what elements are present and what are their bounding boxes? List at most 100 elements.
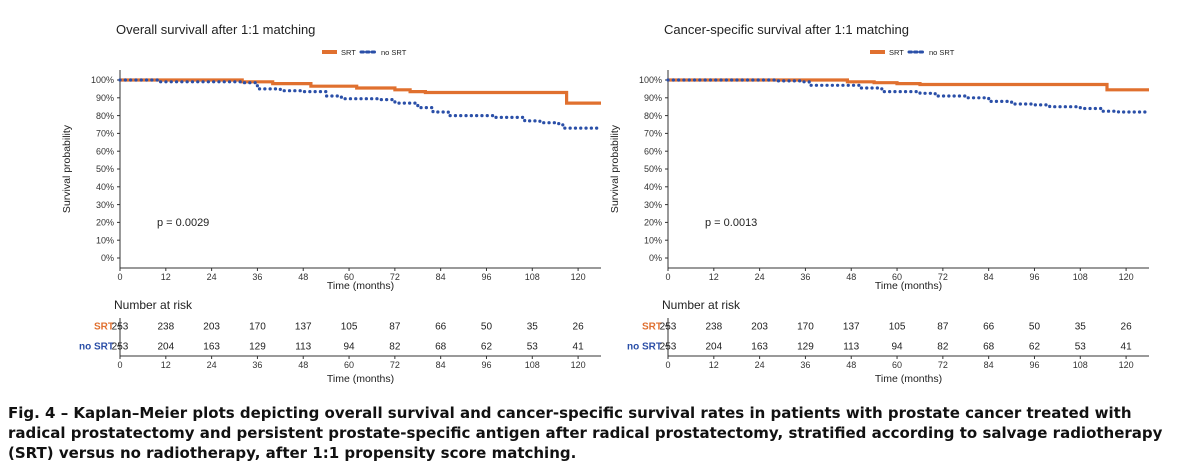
y-tick-label: 80% (644, 111, 662, 121)
y-tick-label: 100% (91, 75, 114, 85)
x-tick-label: 0 (665, 272, 670, 282)
risk-cell: 94 (343, 342, 355, 353)
x-axis-label: Time (months) (875, 280, 942, 292)
y-tick-label: 10% (96, 235, 114, 245)
risk-cell: 26 (1121, 322, 1133, 333)
risk-x-tick-label: 60 (892, 360, 902, 370)
y-tick-label: 90% (96, 93, 114, 103)
x-tick-label: 96 (481, 272, 491, 282)
y-tick-label: 0% (101, 253, 114, 263)
risk-x-tick-label: 12 (161, 360, 171, 370)
risk-cell: 253 (112, 322, 129, 333)
risk-cell: 137 (843, 322, 860, 333)
x-tick-label: 48 (846, 272, 856, 282)
risk-table-x-label: Time (months) (327, 373, 394, 385)
risk-cell: 26 (573, 322, 585, 333)
risk-cell: 68 (435, 342, 447, 353)
x-tick-label: 36 (252, 272, 262, 282)
y-axis-label: Survival probability (61, 124, 73, 213)
y-tick-label: 60% (644, 146, 662, 156)
risk-cell: 105 (341, 322, 358, 333)
risk-cell: 129 (249, 342, 266, 353)
x-tick-label: 108 (1073, 272, 1088, 282)
risk-cell: 35 (527, 322, 539, 333)
risk-x-tick-label: 0 (665, 360, 670, 370)
y-tick-label: 30% (644, 200, 662, 210)
x-tick-label: 36 (800, 272, 810, 282)
y-tick-label: 50% (644, 164, 662, 174)
x-tick-label: 84 (436, 272, 446, 282)
risk-x-tick-label: 48 (298, 360, 308, 370)
risk-x-tick-label: 36 (800, 360, 810, 370)
y-tick-label: 80% (96, 111, 114, 121)
km-figure: Overall survivall after 1:1 matching SRT n… (61, 22, 1151, 385)
risk-cell: 87 (937, 322, 949, 333)
chart-panel-2: Cancer-specific survival after 1:1 match… (609, 22, 1151, 385)
risk-x-tick-label: 72 (938, 360, 948, 370)
p-value-annotation: p = 0.0029 (157, 217, 209, 229)
risk-row-label-srt: SRT (94, 322, 114, 333)
series-no-srt-line (666, 78, 1151, 114)
y-tick-label: 90% (644, 93, 662, 103)
legend-label-no-srt: no SRT (381, 48, 407, 57)
risk-cell: 87 (389, 322, 401, 333)
risk-cell: 50 (1029, 322, 1041, 333)
x-tick-label: 72 (938, 272, 948, 282)
risk-x-tick-label: 72 (390, 360, 400, 370)
series-srt-line (668, 78, 1149, 92)
series-no-srt-line (118, 78, 603, 130)
x-tick-label: 120 (571, 272, 586, 282)
risk-cell: 53 (527, 342, 539, 353)
p-value-annotation: p = 0.0013 (705, 217, 757, 229)
x-axis-label: Time (months) (327, 280, 394, 292)
y-tick-label: 20% (644, 218, 662, 228)
chart-title: Overall survivall after 1:1 matching (116, 22, 315, 37)
y-tick-label: 50% (96, 164, 114, 174)
y-axis-label: Survival probability (609, 124, 621, 213)
risk-row-label-no-srt: no SRT (627, 342, 662, 353)
risk-cell: 41 (1121, 342, 1133, 353)
x-tick-label: 0 (117, 272, 122, 282)
y-tick-label: 40% (644, 182, 662, 192)
risk-cell: 238 (705, 322, 722, 333)
risk-cell: 94 (891, 342, 903, 353)
risk-x-tick-label: 24 (207, 360, 217, 370)
x-tick-label: 12 (709, 272, 719, 282)
risk-x-tick-label: 36 (252, 360, 262, 370)
chart-title: Cancer-specific survival after 1:1 match… (664, 22, 909, 37)
figure-caption: Fig. 4 – Kaplan–Meier plots depicting ov… (8, 404, 1163, 462)
risk-cell: 203 (203, 322, 220, 333)
risk-cell: 41 (573, 342, 585, 353)
risk-x-tick-label: 84 (984, 360, 994, 370)
risk-cell: 204 (157, 342, 174, 353)
x-tick-label: 60 (344, 272, 354, 282)
risk-cell: 253 (112, 342, 129, 353)
risk-x-tick-label: 60 (344, 360, 354, 370)
risk-cell: 253 (660, 342, 677, 353)
x-tick-label: 12 (161, 272, 171, 282)
risk-x-tick-label: 120 (1119, 360, 1134, 370)
risk-cell: 163 (751, 342, 768, 353)
risk-cell: 82 (389, 342, 401, 353)
risk-cell: 62 (1029, 342, 1041, 353)
risk-cell: 66 (435, 322, 447, 333)
risk-row-label-no-srt: no SRT (79, 342, 114, 353)
y-tick-label: 30% (96, 200, 114, 210)
risk-x-tick-label: 96 (1029, 360, 1039, 370)
risk-x-tick-label: 48 (846, 360, 856, 370)
risk-x-tick-label: 96 (481, 360, 491, 370)
y-tick-label: 20% (96, 218, 114, 228)
legend-label-no-srt: no SRT (929, 48, 955, 57)
risk-cell: 53 (1075, 342, 1087, 353)
risk-cell: 35 (1075, 322, 1087, 333)
risk-cell: 170 (797, 322, 814, 333)
x-tick-label: 84 (984, 272, 994, 282)
y-tick-label: 0% (649, 253, 662, 263)
x-tick-label: 24 (207, 272, 217, 282)
chart-panel-1: Overall survivall after 1:1 matching SRT n… (61, 22, 603, 385)
risk-cell: 137 (295, 322, 312, 333)
risk-cell: 238 (157, 322, 174, 333)
y-tick-label: 60% (96, 146, 114, 156)
risk-cell: 163 (203, 342, 220, 353)
